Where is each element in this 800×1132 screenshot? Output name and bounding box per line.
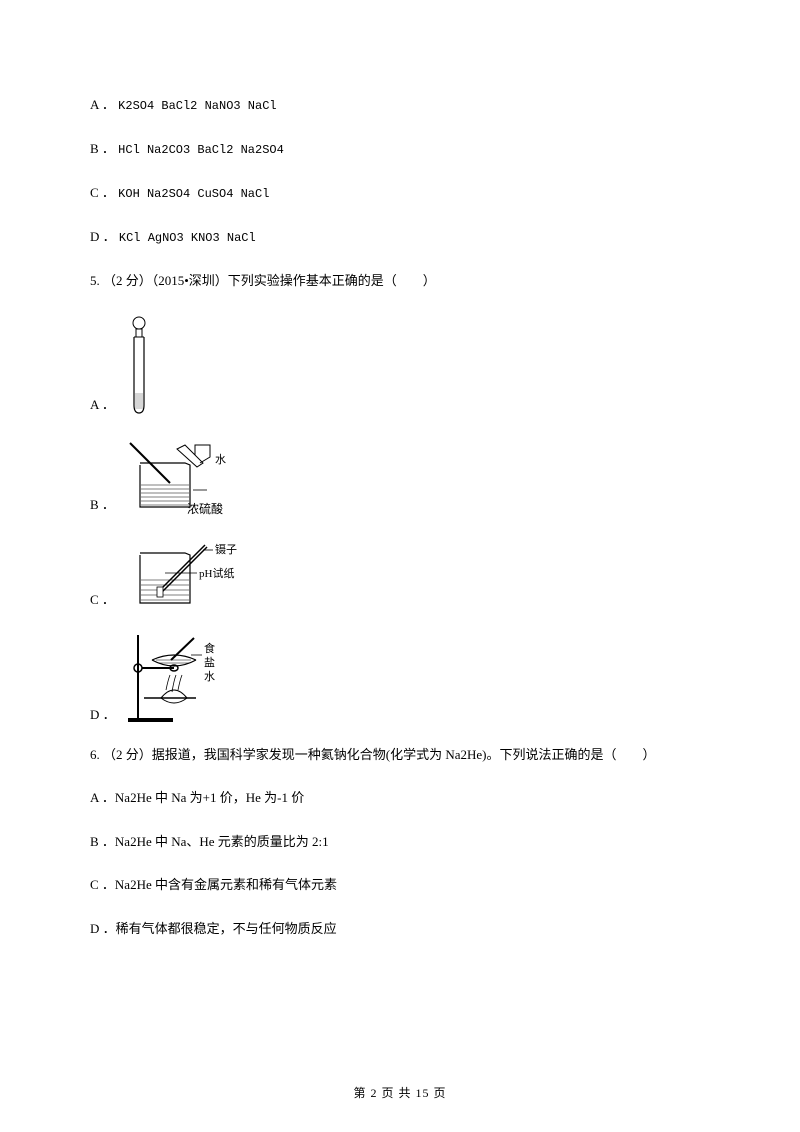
ph-label: pH试纸 <box>199 567 234 580</box>
q5-stem: 5. （2 分）（2015•深圳）下列实验操作基本正确的是（ ） <box>90 271 710 291</box>
q6-option-a: A ．Na2He 中 Na 为+1 价，He 为-1 价 <box>90 788 710 808</box>
evaporation-icon: 食 盐 水 <box>126 630 246 725</box>
option-text: KCl AgNO3 KNO3 NaCl <box>119 231 256 245</box>
salt-label-2: 盐 <box>204 656 215 669</box>
water-label: 水 <box>215 453 226 466</box>
acid-label: 浓硫酸 <box>187 501 223 515</box>
option-letter: B ． <box>90 141 115 156</box>
option-text: KOH Na2SO4 CuSO4 NaCl <box>118 187 269 201</box>
tweezers-label: 镊子 <box>215 543 237 556</box>
option-text: HCl Na2CO3 BaCl2 Na2SO4 <box>118 143 284 157</box>
q5-option-b: B ． 水 浓硫酸 <box>90 435 710 515</box>
ph-paper-icon: 镊子 pH试纸 <box>125 535 255 610</box>
option-letter: D ． <box>90 229 116 244</box>
q4-option-c: C ． KOH Na2SO4 CuSO4 NaCl <box>90 183 710 203</box>
salt-label-3: 水 <box>204 670 215 683</box>
beaker-pour-icon: 水 浓硫酸 <box>125 435 255 515</box>
q5-option-d: D ． 食 盐 水 <box>90 630 710 725</box>
option-letter: C ． <box>90 185 115 200</box>
q6-option-c: C ．Na2He 中含有金属元素和稀有气体元素 <box>90 875 710 895</box>
q5-option-c: C ． 镊子 pH试纸 <box>90 535 710 610</box>
q5-option-a: A ． <box>90 315 710 415</box>
test-tube-icon <box>125 315 153 415</box>
page-footer: 第 2 页 共 15 页 <box>0 1084 800 1102</box>
option-letter: A ． <box>90 97 115 112</box>
option-letter: A ． <box>90 395 115 415</box>
option-letter: B ． <box>90 495 115 515</box>
q6-option-b: B ．Na2He 中 Na、He 元素的质量比为 2:1 <box>90 832 710 852</box>
option-text: K2SO4 BaCl2 NaNO3 NaCl <box>118 99 276 113</box>
option-letter: C ． <box>90 590 115 610</box>
q4-option-d: D ． KCl AgNO3 KNO3 NaCl <box>90 227 710 247</box>
q4-option-b: B ． HCl Na2CO3 BaCl2 Na2SO4 <box>90 139 710 159</box>
q6-option-d: D ．稀有气体都很稳定，不与任何物质反应 <box>90 919 710 939</box>
q4-option-a: A ． K2SO4 BaCl2 NaNO3 NaCl <box>90 95 710 115</box>
salt-label-1: 食 <box>204 641 215 655</box>
option-letter: D ． <box>90 705 116 725</box>
q6-stem: 6. （2 分）据报道，我国科学家发现一种氦钠化合物(化学式为 Na2He)。下… <box>90 745 710 765</box>
